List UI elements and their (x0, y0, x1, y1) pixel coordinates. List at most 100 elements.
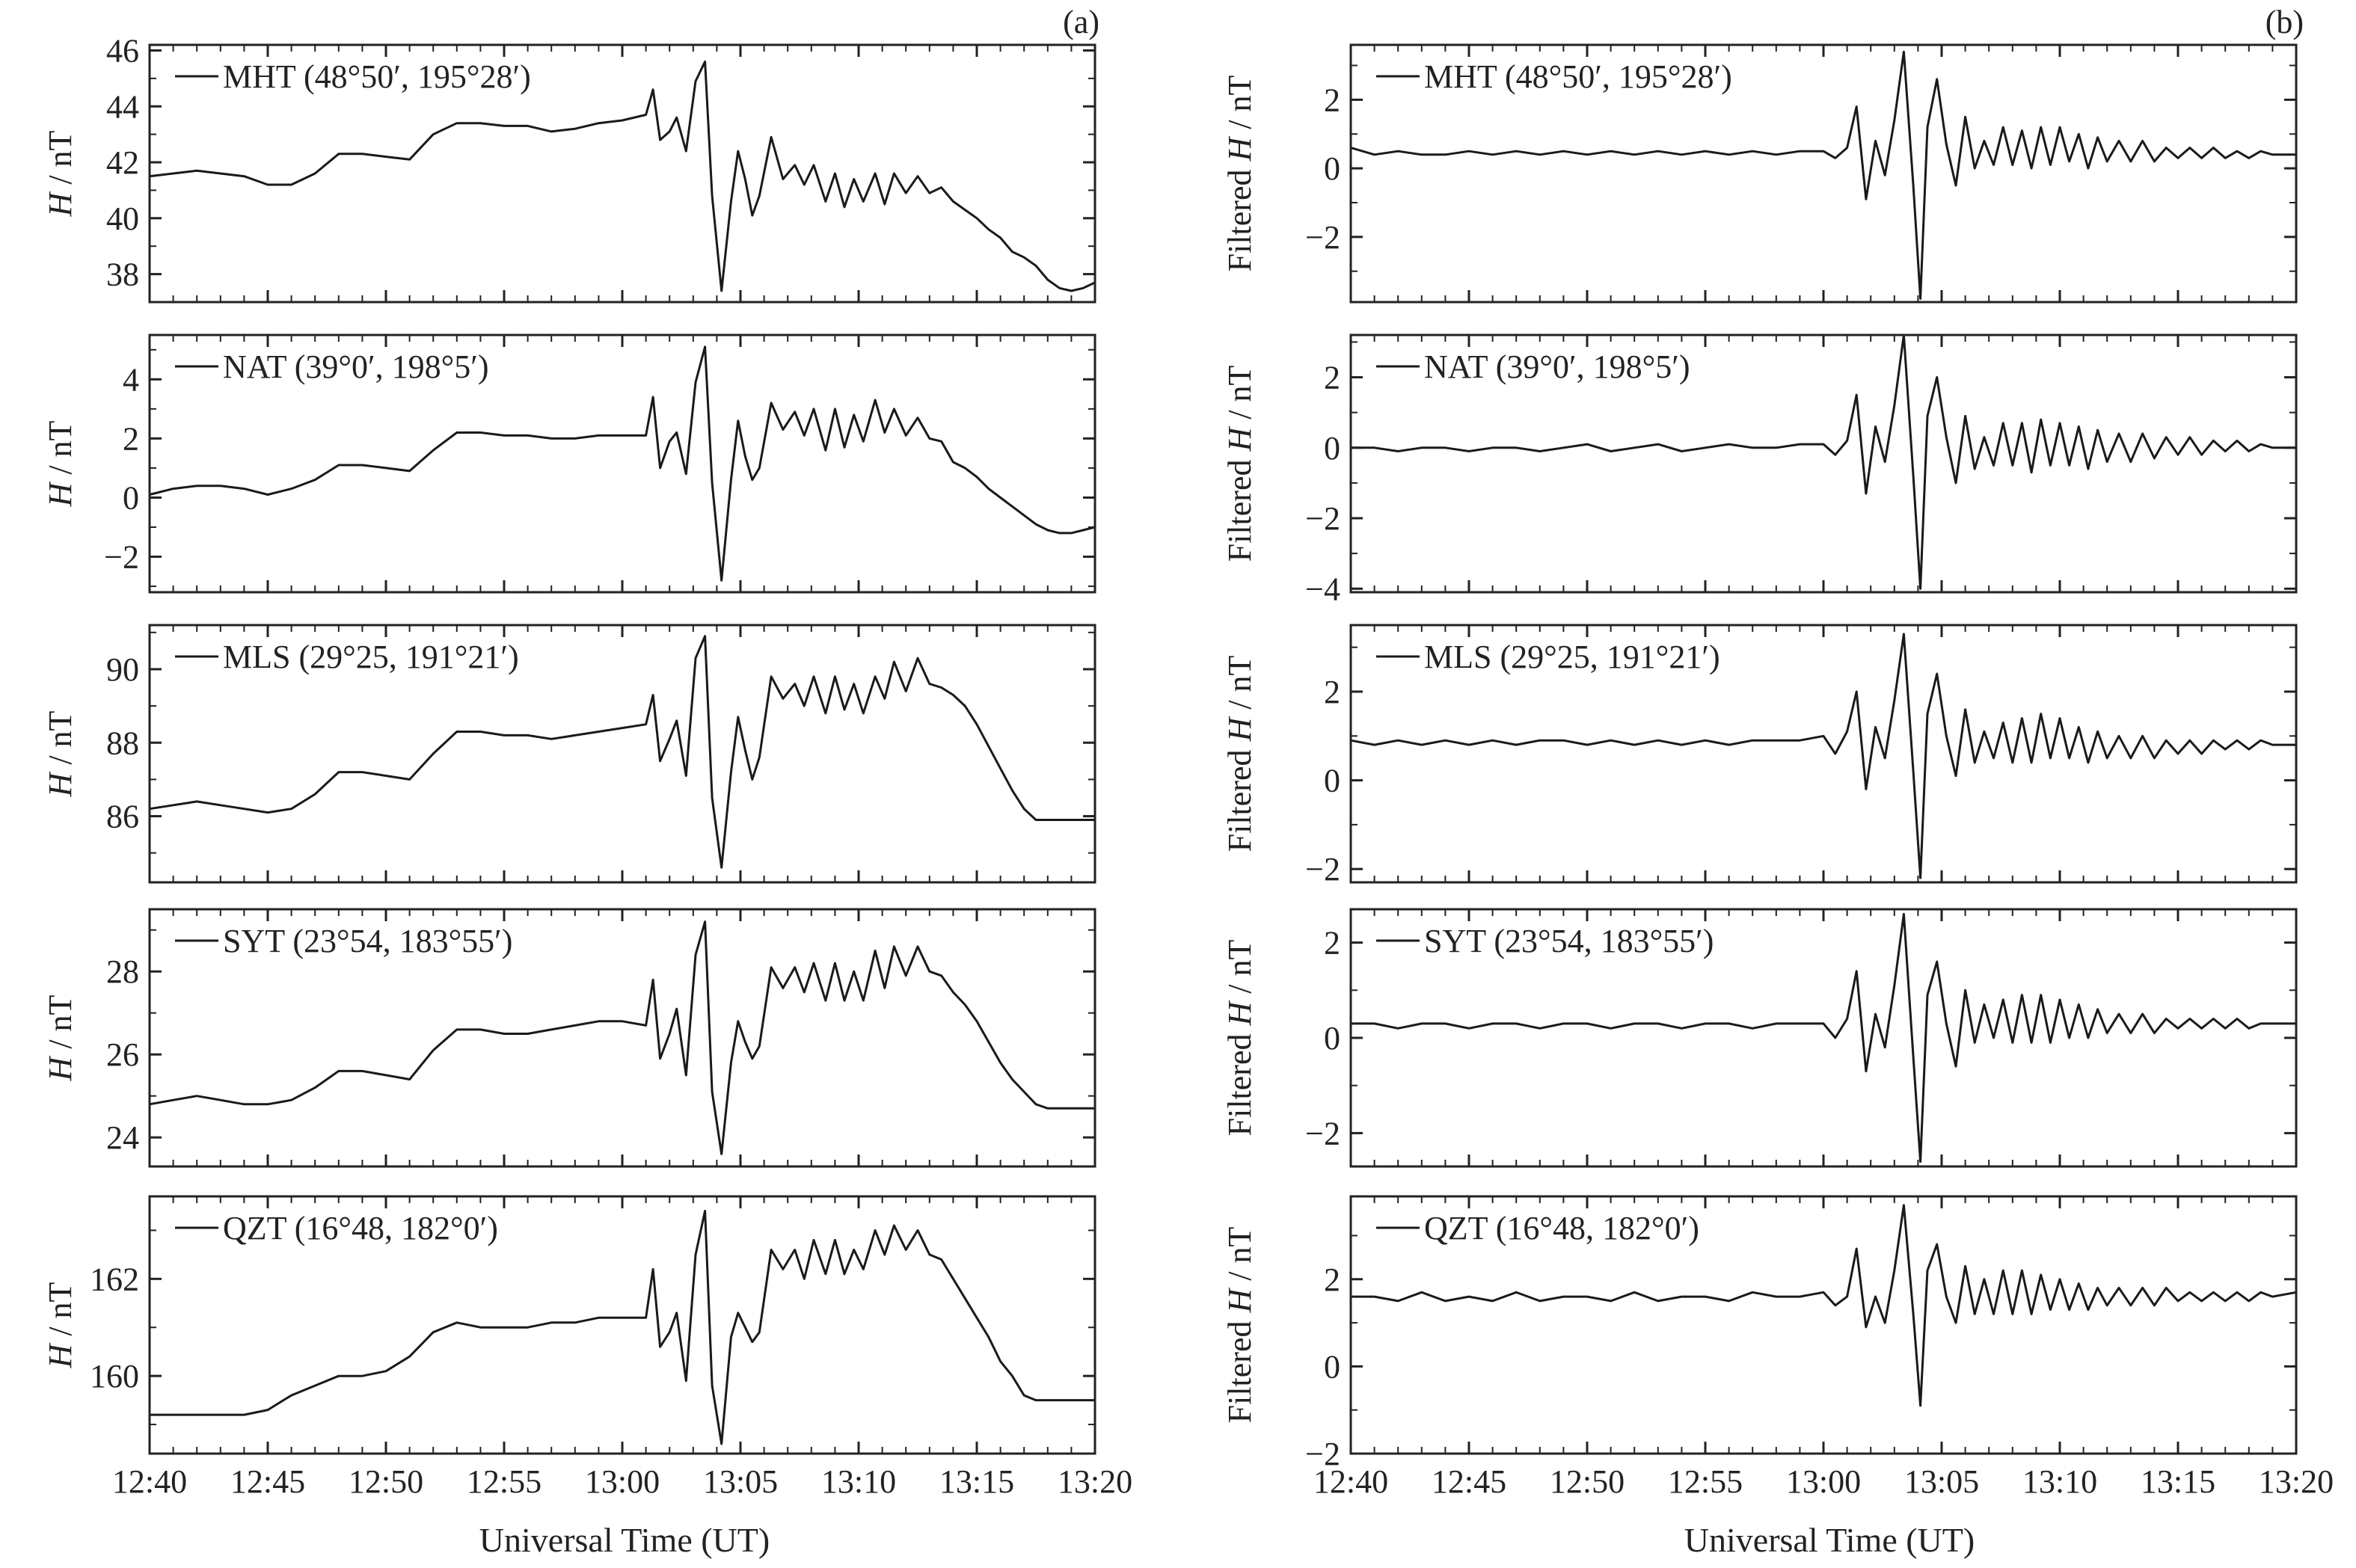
panel-a-3-y-axis-label: H / nT (42, 994, 79, 1081)
panel-a-0-y-tick-label-2: 42 (106, 144, 139, 181)
panel-b-0-series-line (1350, 50, 2296, 300)
panel-b-4-x-tick-label-0: 12:40 (1313, 1463, 1388, 1500)
panel-a-2-series-line (149, 635, 1095, 869)
panel-a-4-y-axis-label: H / nT (42, 1282, 79, 1368)
panel-a-4-x-tick-label-0: 12:40 (112, 1463, 187, 1500)
panel-b-2-y-axis-label: Filtered H / nT (1221, 656, 1258, 852)
panel-b-4-x-tick-label-1: 12:45 (1432, 1463, 1506, 1500)
panel-b-3-y-tick-label-2: 2 (1324, 925, 1340, 962)
panel-b-4-y-tick-label-2: 2 (1324, 1261, 1340, 1298)
column-b-letter: (b) (2265, 4, 2304, 40)
panel-a-0-y-axis-label-suffix: / nT (42, 130, 79, 192)
panel-a-3-y-tick-label-0: 24 (106, 1119, 139, 1156)
panel-b-2-y-axis-label-italic: H (1221, 716, 1258, 743)
panel-a-1-y-tick-label-2: 2 (123, 420, 139, 457)
panel-b-1-y-tick-label-0: −4 (1305, 571, 1340, 607)
panel-a-3-y-tick-label-2: 28 (106, 953, 139, 990)
panel-a-2: 86 88 90 H / nT MLS (29°25, 191°21′) (42, 624, 1096, 884)
panel-b-1-y-axis-label-suffix: / nT (1221, 366, 1258, 428)
panel-a-0-series-line (149, 60, 1096, 292)
panel-b-3-y-axis-label: Filtered H / nT (1221, 940, 1258, 1137)
panel-a-2-y-tick-label-2: 90 (106, 651, 139, 688)
panel-b-2-y-tick-label-0: −2 (1305, 851, 1340, 888)
panel-b-3-y-axis-label-suffix: / nT (1221, 940, 1258, 1002)
panel-b-4-x-tick-label-5: 13:05 (1904, 1463, 1979, 1500)
panel-b-4-y-axis-label-suffix: / nT (1221, 1227, 1258, 1289)
panel-b-1-y-tick-label-1: −2 (1305, 500, 1340, 537)
panel-b-0-y-tick-label-0: −2 (1305, 219, 1340, 256)
column-a-letter: (a) (1063, 4, 1099, 40)
panel-a-1-legend-label: NAT (39°0′, 198°5′) (223, 348, 489, 385)
panel-a-4-x-tick-label-6: 13:10 (821, 1463, 896, 1500)
panel-a-3-y-tick-label-1: 26 (106, 1036, 139, 1073)
panel-a-2-y-tick-label-1: 88 (106, 725, 139, 761)
panel-a-3-y-axis-label-italic: H (42, 1055, 79, 1081)
panel-a-4-y-axis-label-suffix: / nT (42, 1282, 79, 1344)
panel-b-1-y-axis-label: Filtered H / nT (1221, 366, 1258, 562)
panel-b-1-y-axis-label-italic: H (1221, 426, 1258, 452)
panel-b-2-y-tick-label-2: 2 (1324, 674, 1340, 710)
panel-a-0-y-tick-label-4: 46 (106, 32, 139, 69)
panel-b-4-y-tick-label-0: −2 (1305, 1436, 1340, 1472)
panel-b-3-y-tick-label-0: −2 (1305, 1115, 1340, 1152)
panel-b-0-y-tick-label-2: 2 (1324, 82, 1340, 118)
panel-a-4-x-tick-label-7: 13:15 (939, 1463, 1014, 1500)
panel-b-3: −2 0 2 Filtered H / nT SYT (23°54, 183°55′) (1221, 908, 2298, 1168)
panel-a-1-y-tick-label-1: 0 (123, 479, 139, 516)
panel-b-4-legend-label: QZT (16°48, 182°0′) (1424, 1210, 1699, 1246)
panel-a-2-y-axis-label-suffix: / nT (42, 710, 79, 772)
panel-b-0-legend-label: MHT (48°50′, 195°28′) (1424, 58, 1732, 95)
panel-b-1: −4 −2 0 2 Filtered H / nT NAT (39°0′, 198°5′) (1221, 333, 2298, 607)
panel-b-4-x-tick-label-2: 12:50 (1550, 1463, 1625, 1500)
panel-b-4-y-tick-label-1: 0 (1324, 1348, 1340, 1385)
panel-a-4-y-tick-label-0: 160 (90, 1358, 139, 1395)
panel-a-0-y-tick-label-3: 44 (106, 88, 139, 125)
column-b-xlabel: Universal Time (UT) (1684, 1521, 1975, 1559)
panel-a-4-y-axis-label-italic: H (42, 1342, 79, 1368)
panel-b-1-y-tick-label-2: 0 (1324, 430, 1340, 467)
panel-a-4-x-tick-label-3: 12:55 (467, 1463, 542, 1500)
panel-a-3-y-axis-label-suffix: / nT (42, 994, 79, 1057)
panel-b-4: 12:40 12:45 12:50 12:55 13:00 13:05 13:10 13:15… (1221, 1195, 2334, 1500)
panel-a-2-y-tick-label-0: 86 (106, 799, 139, 835)
panel-b-3-y-tick-label-1: 0 (1324, 1020, 1340, 1057)
panel-b-4-x-tick-label-3: 12:55 (1668, 1463, 1743, 1500)
panel-b-4-x-tick-label-6: 13:10 (2022, 1463, 2097, 1500)
panel-b-0-y-tick-label-1: 0 (1324, 150, 1340, 187)
panel-b-3-legend-label: SYT (23°54, 183°55′) (1424, 923, 1714, 959)
panel-b-2-y-axis-label-prefix: Filtered (1221, 742, 1258, 852)
panel-a-1-y-axis-label-suffix: / nT (42, 420, 79, 482)
panel-b-2-legend-label: MLS (29°25, 191°21′) (1424, 639, 1720, 675)
panel-a-4-series-line (150, 1210, 1095, 1445)
panel-a-4: 12:40 12:45 12:50 12:55 13:00 13:05 13:10 13:15… (42, 1195, 1132, 1500)
panel-b-0-y-axis-label-suffix: / nT (1221, 76, 1258, 138)
panel-a-4-y-tick-label-1: 162 (90, 1261, 139, 1297)
column-a-xlabel: Universal Time (UT) (479, 1521, 770, 1559)
panel-a-0-y-axis-label-italic: H (42, 191, 79, 217)
panel-a-0-y-tick-label-0: 38 (106, 256, 139, 293)
panel-a-0-y-axis-label: H / nT (42, 130, 79, 217)
panel-a-0-legend-label: MHT (48°50′, 195°28′) (223, 58, 531, 95)
panel-a-2-y-axis-label: H / nT (42, 710, 79, 797)
panel-b-1-legend-label: NAT (39°0′, 198°5′) (1424, 348, 1690, 385)
panel-a-3: 24 26 28 H / nT SYT (23°54, 183°55′) (42, 908, 1096, 1168)
panel-b-1-series-line (1351, 333, 2296, 590)
panel-b-2: −2 0 2 Filtered H / nT MLS (29°25, 191°21′) (1221, 624, 2298, 888)
panel-b-1-y-tick-label-3: 2 (1324, 360, 1340, 396)
panel-a-0-y-tick-label-1: 40 (106, 200, 139, 237)
panel-b-3-y-axis-label-italic: H (1221, 1000, 1258, 1027)
panel-a-4-legend-label: QZT (16°48, 182°0′) (223, 1210, 498, 1246)
panel-b-1-y-axis-label-prefix: Filtered (1221, 452, 1258, 562)
panel-a-1: −2 0 2 4 H / nT NAT (39°0′, 198°5′) (42, 333, 1096, 594)
panel-b-3-series-line (1351, 912, 2296, 1163)
panel-b-0: −2 0 2 Filtered H / nT MHT (48°50′, 195°28′) (1221, 43, 2298, 304)
panel-a-1-y-axis-label-italic: H (42, 481, 79, 507)
panel-b-2-series-line (1350, 633, 2296, 879)
panel-b-3-y-axis-label-prefix: Filtered (1221, 1026, 1258, 1137)
panel-a-4-x-tick-label-8: 13:20 (1058, 1463, 1132, 1500)
panel-a-4-x-tick-label-1: 12:45 (230, 1463, 305, 1500)
panel-b-4-x-tick-label-4: 13:00 (1786, 1463, 1861, 1500)
panel-b-4-y-axis-label-italic: H (1221, 1288, 1258, 1314)
